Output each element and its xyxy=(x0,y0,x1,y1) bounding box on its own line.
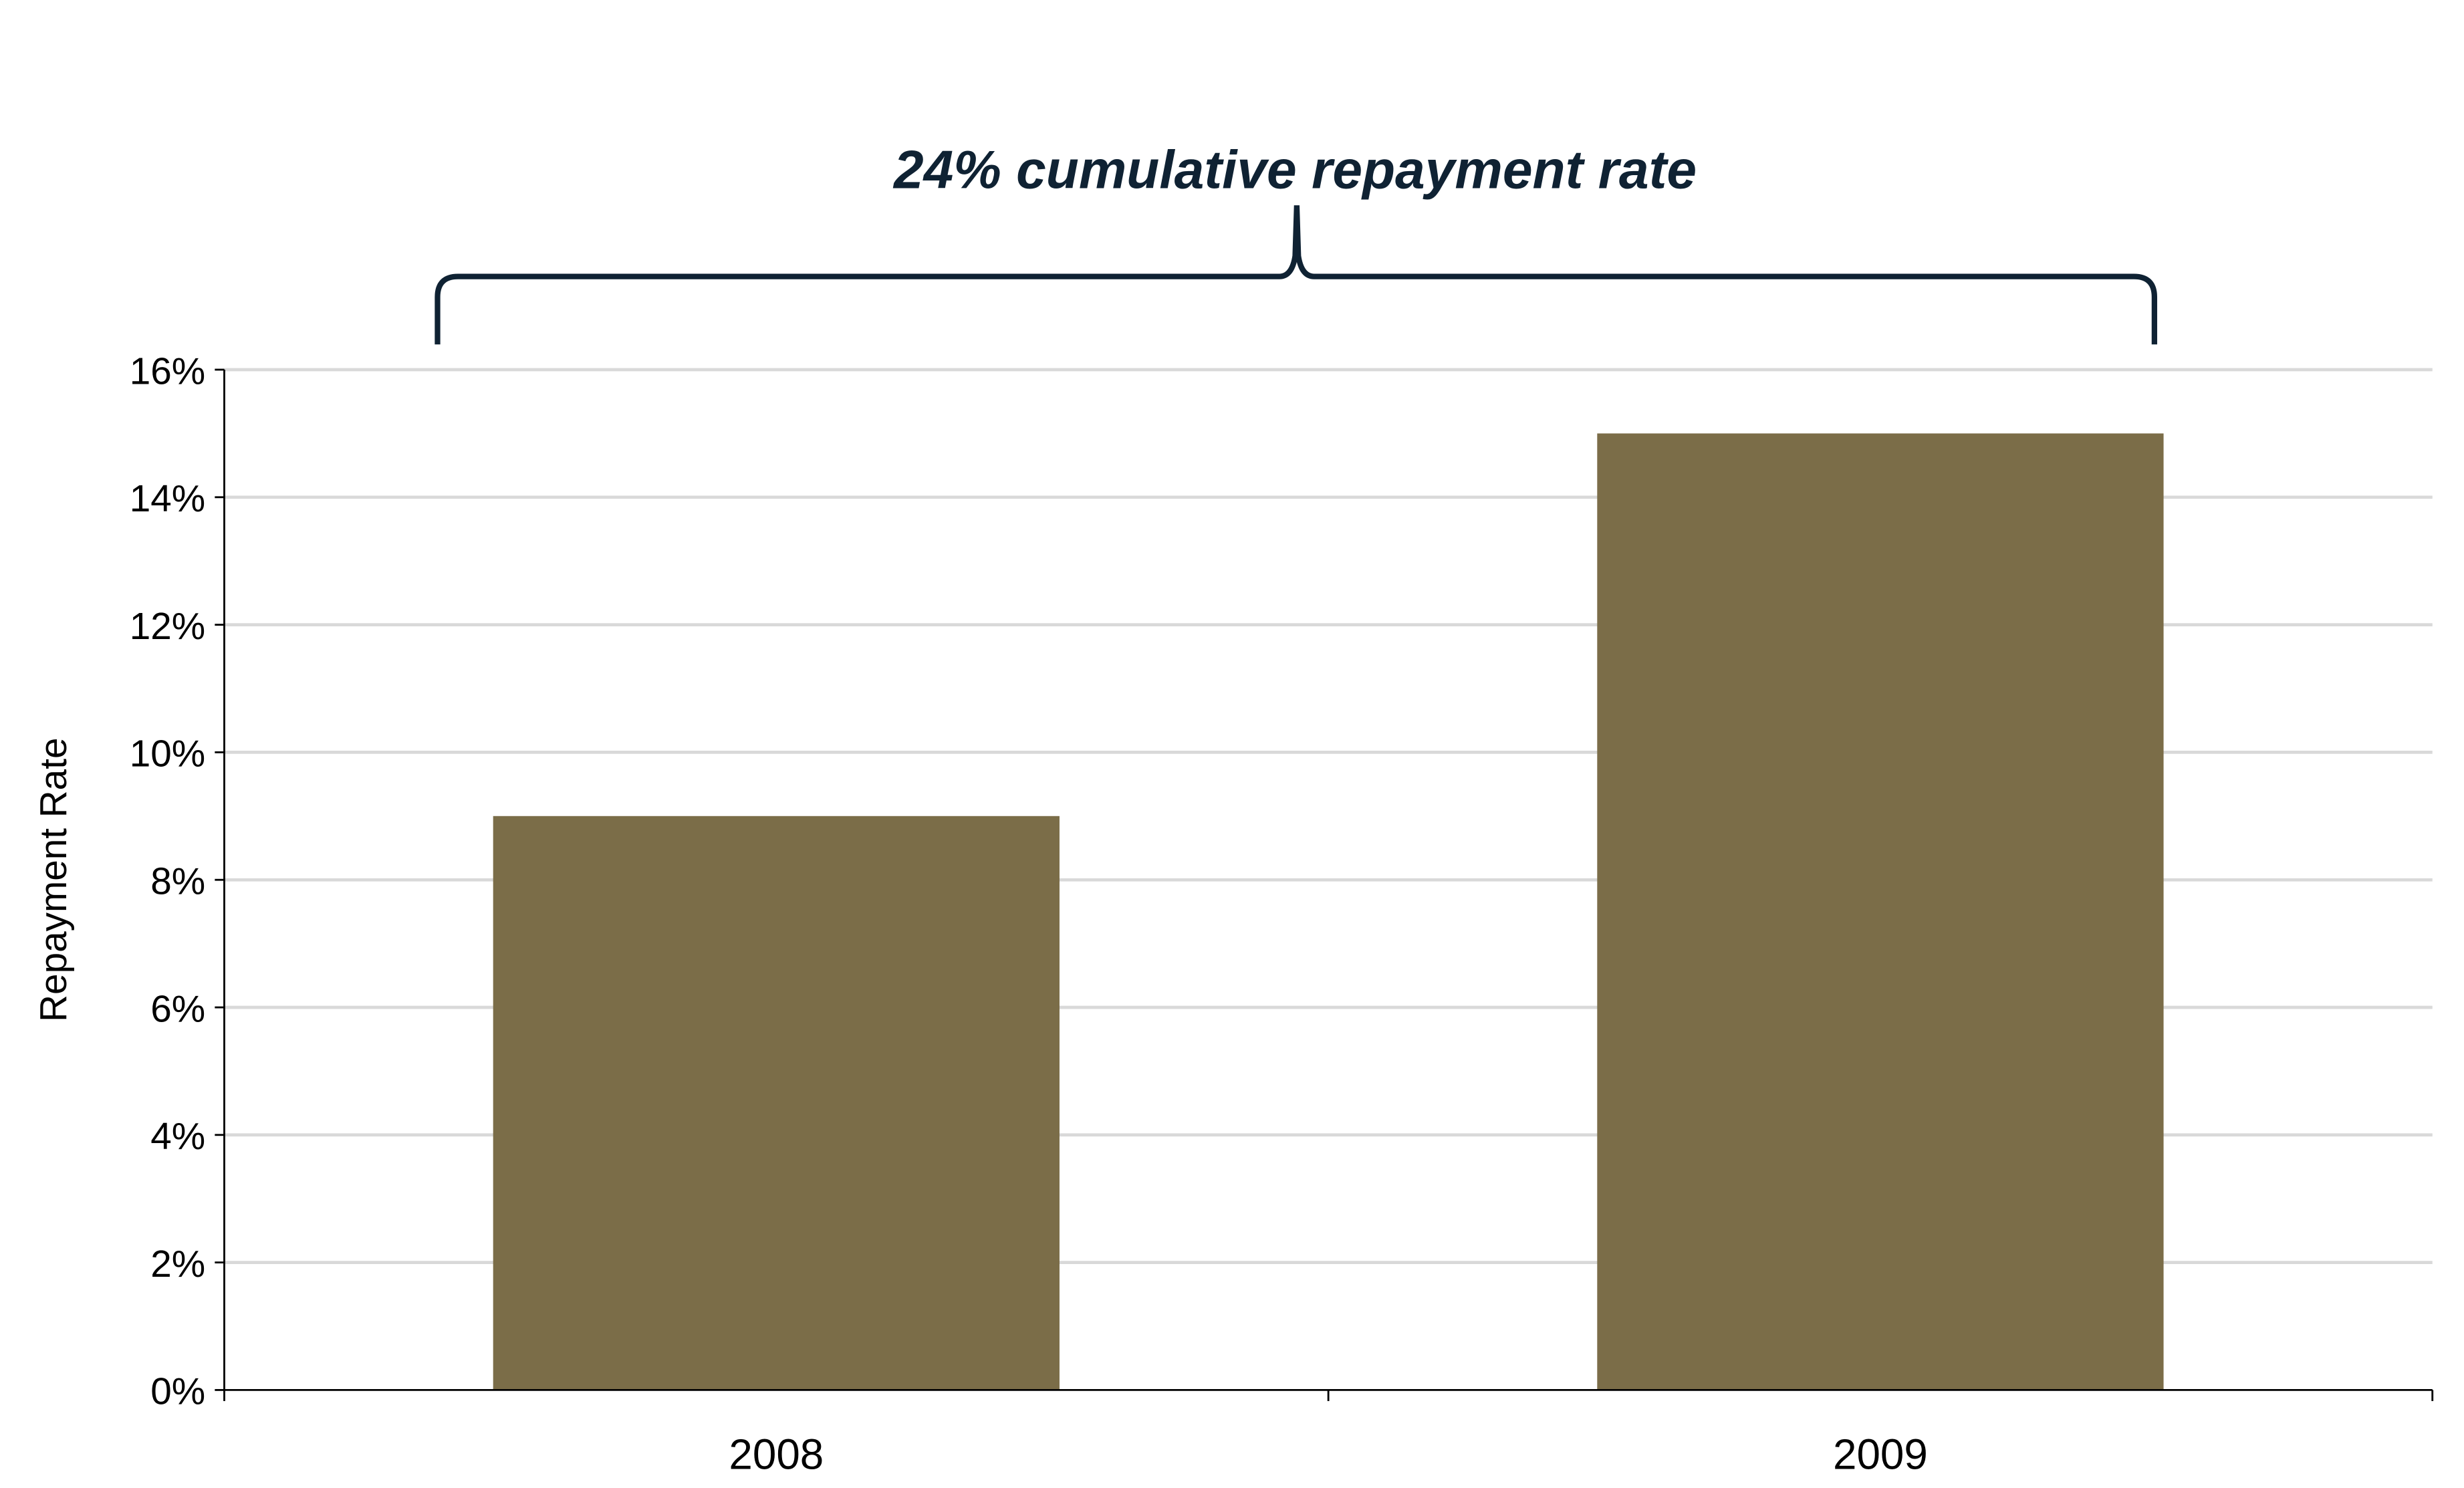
x-axis-ticks: 2008 2009 xyxy=(729,1431,1928,1479)
y-tick-label: 2% xyxy=(150,1243,205,1285)
y-tick-label: 10% xyxy=(130,733,205,775)
annotation-bracket xyxy=(435,205,2158,345)
annotation-text: 24% cumulative repayment rate xyxy=(892,140,1697,200)
y-tick-label: 4% xyxy=(150,1116,205,1158)
bars xyxy=(493,433,2164,1390)
y-tick-label: 14% xyxy=(130,478,205,520)
x-tick-label: 2009 xyxy=(1833,1431,1928,1479)
x-tick-label: 2008 xyxy=(729,1431,824,1479)
y-tick-label: 12% xyxy=(130,606,205,648)
y-tick-label: 8% xyxy=(150,860,205,902)
y-axis-ticks: 0% 2% 4% 6% 8% 10% 12% 14% 16% xyxy=(130,350,205,1412)
y-tick-label: 16% xyxy=(130,350,205,392)
bar-2008 xyxy=(493,816,1060,1390)
y-tick-label: 6% xyxy=(150,988,205,1030)
y-tick-label: 0% xyxy=(150,1371,205,1413)
y-axis-label: Repayment Rate xyxy=(33,738,75,1022)
axes xyxy=(215,368,2434,1401)
bar-2009 xyxy=(1597,433,2164,1390)
